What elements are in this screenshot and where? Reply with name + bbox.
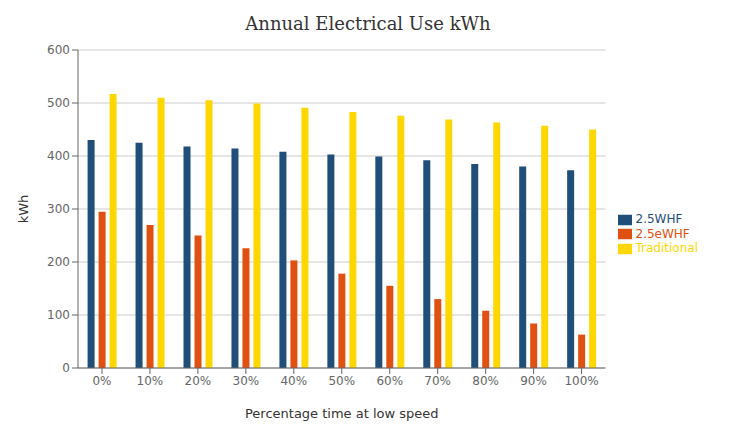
html-text:2.5WHF: 2.5WHF xyxy=(635,212,683,227)
svg-text:70%: 70% xyxy=(424,374,451,388)
svg-text:90%: 90% xyxy=(520,374,547,388)
html-text:2.5eWHF: 2.5eWHF xyxy=(635,226,690,241)
svg-text:50%: 50% xyxy=(328,374,355,388)
svg-text:600: 600 xyxy=(47,43,70,57)
svg-text:400: 400 xyxy=(47,149,70,163)
svg-text:100%: 100% xyxy=(564,374,598,388)
svg-text:80%: 80% xyxy=(472,374,499,388)
svg-text:0: 0 xyxy=(62,361,70,375)
html-text:Traditional: Traditional xyxy=(635,241,698,256)
svg-text:300: 300 xyxy=(47,202,70,216)
svg-text:10%: 10% xyxy=(137,374,164,388)
svg-text:100: 100 xyxy=(47,308,70,322)
svg-text:0%: 0% xyxy=(92,374,111,388)
svg-text:20%: 20% xyxy=(185,374,212,388)
svg-text:30%: 30% xyxy=(233,374,260,388)
svg-text:60%: 60% xyxy=(376,374,403,388)
svg-text:Percentage time at low speed: Percentage time at low speed xyxy=(245,406,439,421)
svg-text:200: 200 xyxy=(47,255,70,269)
svg-text:40%: 40% xyxy=(280,374,307,388)
html-text:Annual Electrical Use kWh: Annual Electrical Use kWh xyxy=(245,13,491,34)
svg-text:kWh: kWh xyxy=(16,195,31,224)
svg-text:500: 500 xyxy=(47,96,70,110)
